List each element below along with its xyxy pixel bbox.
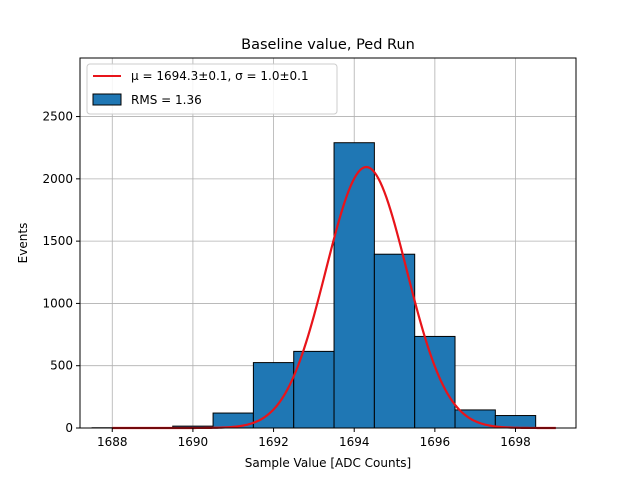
x-tick-label: 1688 [97, 435, 128, 449]
y-tick-label: 2500 [42, 110, 73, 124]
legend-hist-swatch [93, 94, 121, 105]
x-tick-label: 1694 [339, 435, 370, 449]
histogram-bar [334, 143, 374, 428]
histogram-bar [415, 336, 455, 428]
chart-title: Baseline value, Ped Run [241, 37, 415, 53]
x-axis-label: Sample Value [ADC Counts] [245, 456, 411, 470]
legend-fit-label: μ = 1694.3±0.1, σ = 1.0±0.1 [131, 69, 309, 83]
legend-hist-label: RMS = 1.36 [131, 93, 202, 107]
x-tick-label: 1692 [258, 435, 289, 449]
y-tick-label: 500 [50, 359, 73, 373]
y-tick-label: 0 [65, 421, 73, 435]
legend: μ = 1694.3±0.1, σ = 1.0±0.1 RMS = 1.36 [87, 64, 337, 114]
y-tick-label: 2000 [42, 172, 73, 186]
x-tick-label: 1698 [500, 435, 531, 449]
x-tick-label: 1690 [178, 435, 209, 449]
y-tick-label: 1500 [42, 234, 73, 248]
histogram-bar [253, 363, 293, 428]
histogram-bars [92, 143, 536, 428]
y-axis-label: Events [16, 223, 30, 264]
x-tick-label: 1696 [420, 435, 451, 449]
y-tick-label: 1000 [42, 296, 73, 310]
